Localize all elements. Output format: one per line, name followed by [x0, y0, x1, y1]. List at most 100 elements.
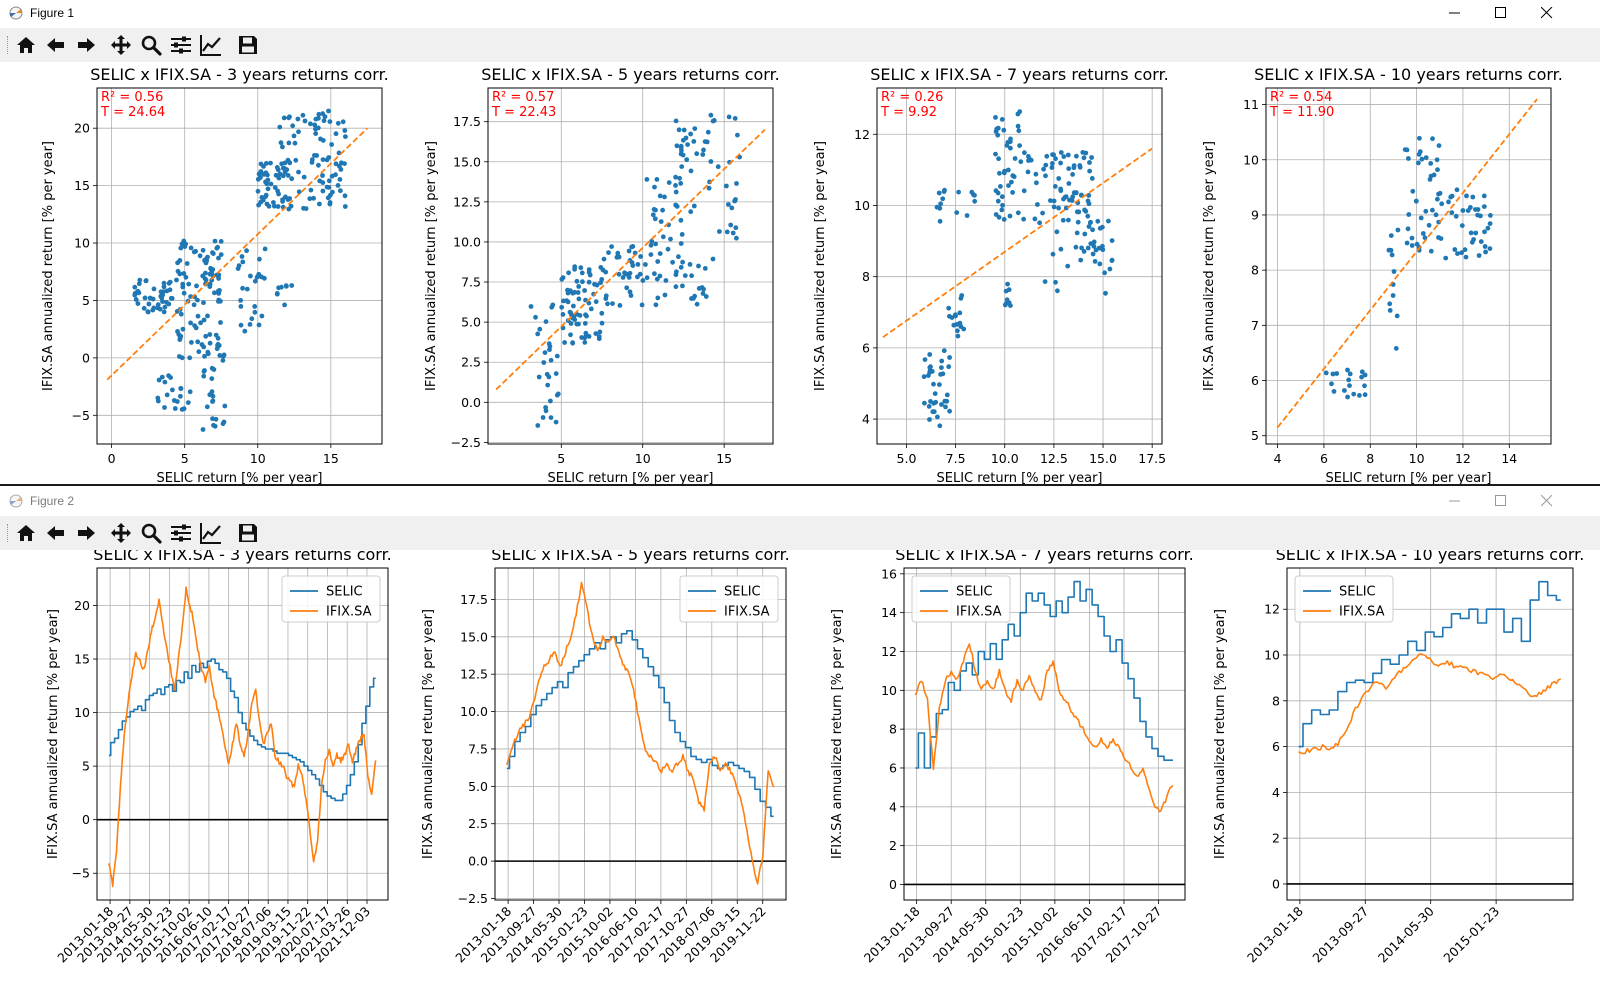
- back-button[interactable]: [43, 32, 69, 58]
- minimize-button[interactable]: [1432, 488, 1478, 514]
- scatter-point: [927, 352, 933, 357]
- window-title: Figure 2: [30, 494, 75, 508]
- scatter-point: [259, 195, 265, 200]
- scatter-point: [1362, 383, 1367, 389]
- figure-1-canvas[interactable]: SELIC x IFIX.SA - 3 years returns corr. 0…: [0, 62, 1600, 484]
- maximize-button[interactable]: [1478, 0, 1524, 26]
- scatter-point: [1006, 287, 1012, 293]
- scatter-point: [1074, 230, 1080, 236]
- zoom-button[interactable]: [138, 32, 164, 58]
- chart-title: SELIC x IFIX.SA - 7 years returns corr.: [870, 65, 1169, 84]
- scatter-point: [1037, 220, 1042, 226]
- scatter-point: [955, 333, 961, 339]
- scatter-point: [312, 153, 317, 158]
- y-axis-label: IFIX.SA annualized return [% per year]: [41, 141, 56, 391]
- scatter-point: [543, 405, 548, 410]
- pan-icon: [111, 35, 131, 55]
- scatter-point: [320, 111, 326, 117]
- scatter-point: [938, 201, 943, 207]
- y-axis-label: IFIX.SA annualized return [% per year]: [46, 609, 61, 859]
- t-stat-annotation: T = 11.90: [1269, 105, 1334, 120]
- close-button[interactable]: [1524, 0, 1570, 26]
- save-button[interactable]: [235, 32, 261, 58]
- scatter-point: [997, 170, 1002, 176]
- y-tick-label: 12: [1264, 602, 1280, 617]
- pan-button[interactable]: [108, 32, 134, 58]
- x-tick-label: 2015-01-23: [1440, 904, 1502, 966]
- scatter-point: [1459, 223, 1465, 229]
- edit-axis-button[interactable]: [198, 520, 224, 546]
- scatter-point: [1464, 193, 1469, 199]
- scatter-point: [191, 302, 197, 308]
- forward-button[interactable]: [73, 32, 99, 58]
- scatter-point: [626, 248, 632, 254]
- scatter-point: [1035, 202, 1040, 207]
- matplotlib-app-icon: [9, 494, 23, 508]
- scatter-point: [576, 321, 581, 327]
- configure-subplots-button[interactable]: [168, 520, 194, 546]
- figure-2-canvas[interactable]: SELIC x IFIX.SA - 3 years returns corr. 2…: [0, 550, 1600, 995]
- scatter-point: [156, 377, 162, 383]
- scatter-point: [289, 283, 295, 288]
- edit-axis-button[interactable]: [198, 32, 224, 58]
- scatter-point: [143, 278, 149, 283]
- scatter-point: [571, 303, 576, 309]
- zoom-button[interactable]: [138, 520, 164, 546]
- scatter-point: [1001, 127, 1007, 133]
- scatter-point: [1109, 258, 1115, 263]
- scatter-point: [210, 416, 215, 422]
- scatter-point: [665, 246, 671, 252]
- window-title: Figure 1: [30, 6, 75, 20]
- pan-button[interactable]: [108, 520, 134, 546]
- scatter-point: [936, 190, 942, 196]
- scatter-point: [1009, 179, 1014, 185]
- scatter-point: [603, 293, 609, 299]
- scatter-point: [293, 157, 299, 163]
- scatter-point: [615, 250, 621, 256]
- scatter-point: [946, 305, 952, 311]
- minimize-button[interactable]: [1432, 0, 1478, 26]
- scatter-point: [1409, 235, 1415, 241]
- scatter-point: [252, 304, 258, 309]
- close-button[interactable]: [1524, 488, 1570, 514]
- scatter-point: [1357, 393, 1362, 398]
- scatter-point: [274, 165, 280, 170]
- back-button[interactable]: [43, 520, 69, 546]
- scatter-point: [643, 262, 648, 267]
- y-tick-label: 0.0: [461, 395, 481, 410]
- scatter-point: [326, 108, 331, 114]
- y-tick-label: 17.5: [453, 114, 481, 129]
- x-tick-label: 2013-09-27: [1309, 904, 1371, 966]
- scatter-point: [542, 350, 548, 355]
- scatter-point: [999, 207, 1005, 213]
- forward-button[interactable]: [73, 520, 99, 546]
- scatter-point: [655, 259, 661, 264]
- maximize-button[interactable]: [1478, 488, 1524, 514]
- legend-label: SELIC: [724, 585, 761, 600]
- y-tick-label: 12.5: [460, 667, 488, 682]
- scatter-point: [550, 302, 556, 308]
- r-squared-annotation: R² = 0.57: [492, 90, 554, 105]
- save-button[interactable]: [235, 520, 261, 546]
- home-icon: [17, 37, 35, 53]
- y-tick-label: 14: [881, 605, 897, 620]
- scatter-point: [655, 295, 661, 301]
- y-tick-label: 6: [1272, 739, 1280, 754]
- scatter-point: [1409, 243, 1415, 248]
- scatter-point: [673, 118, 679, 124]
- scatter-point: [204, 404, 210, 410]
- scatter-point: [244, 248, 250, 254]
- configure-subplots-button[interactable]: [168, 32, 194, 58]
- scatter-point: [957, 310, 963, 316]
- home-button[interactable]: [13, 32, 39, 58]
- scatter-point: [1433, 212, 1439, 218]
- plot-area: [1287, 568, 1573, 900]
- scatter-point: [1405, 226, 1411, 232]
- scatter-point: [216, 255, 221, 261]
- scatter-points: [1323, 135, 1493, 400]
- scatter-point: [943, 404, 948, 410]
- scatter-point: [218, 320, 223, 325]
- home-button[interactable]: [13, 520, 39, 546]
- y-tick-label: 7: [1251, 318, 1259, 333]
- scatter-point: [199, 342, 205, 347]
